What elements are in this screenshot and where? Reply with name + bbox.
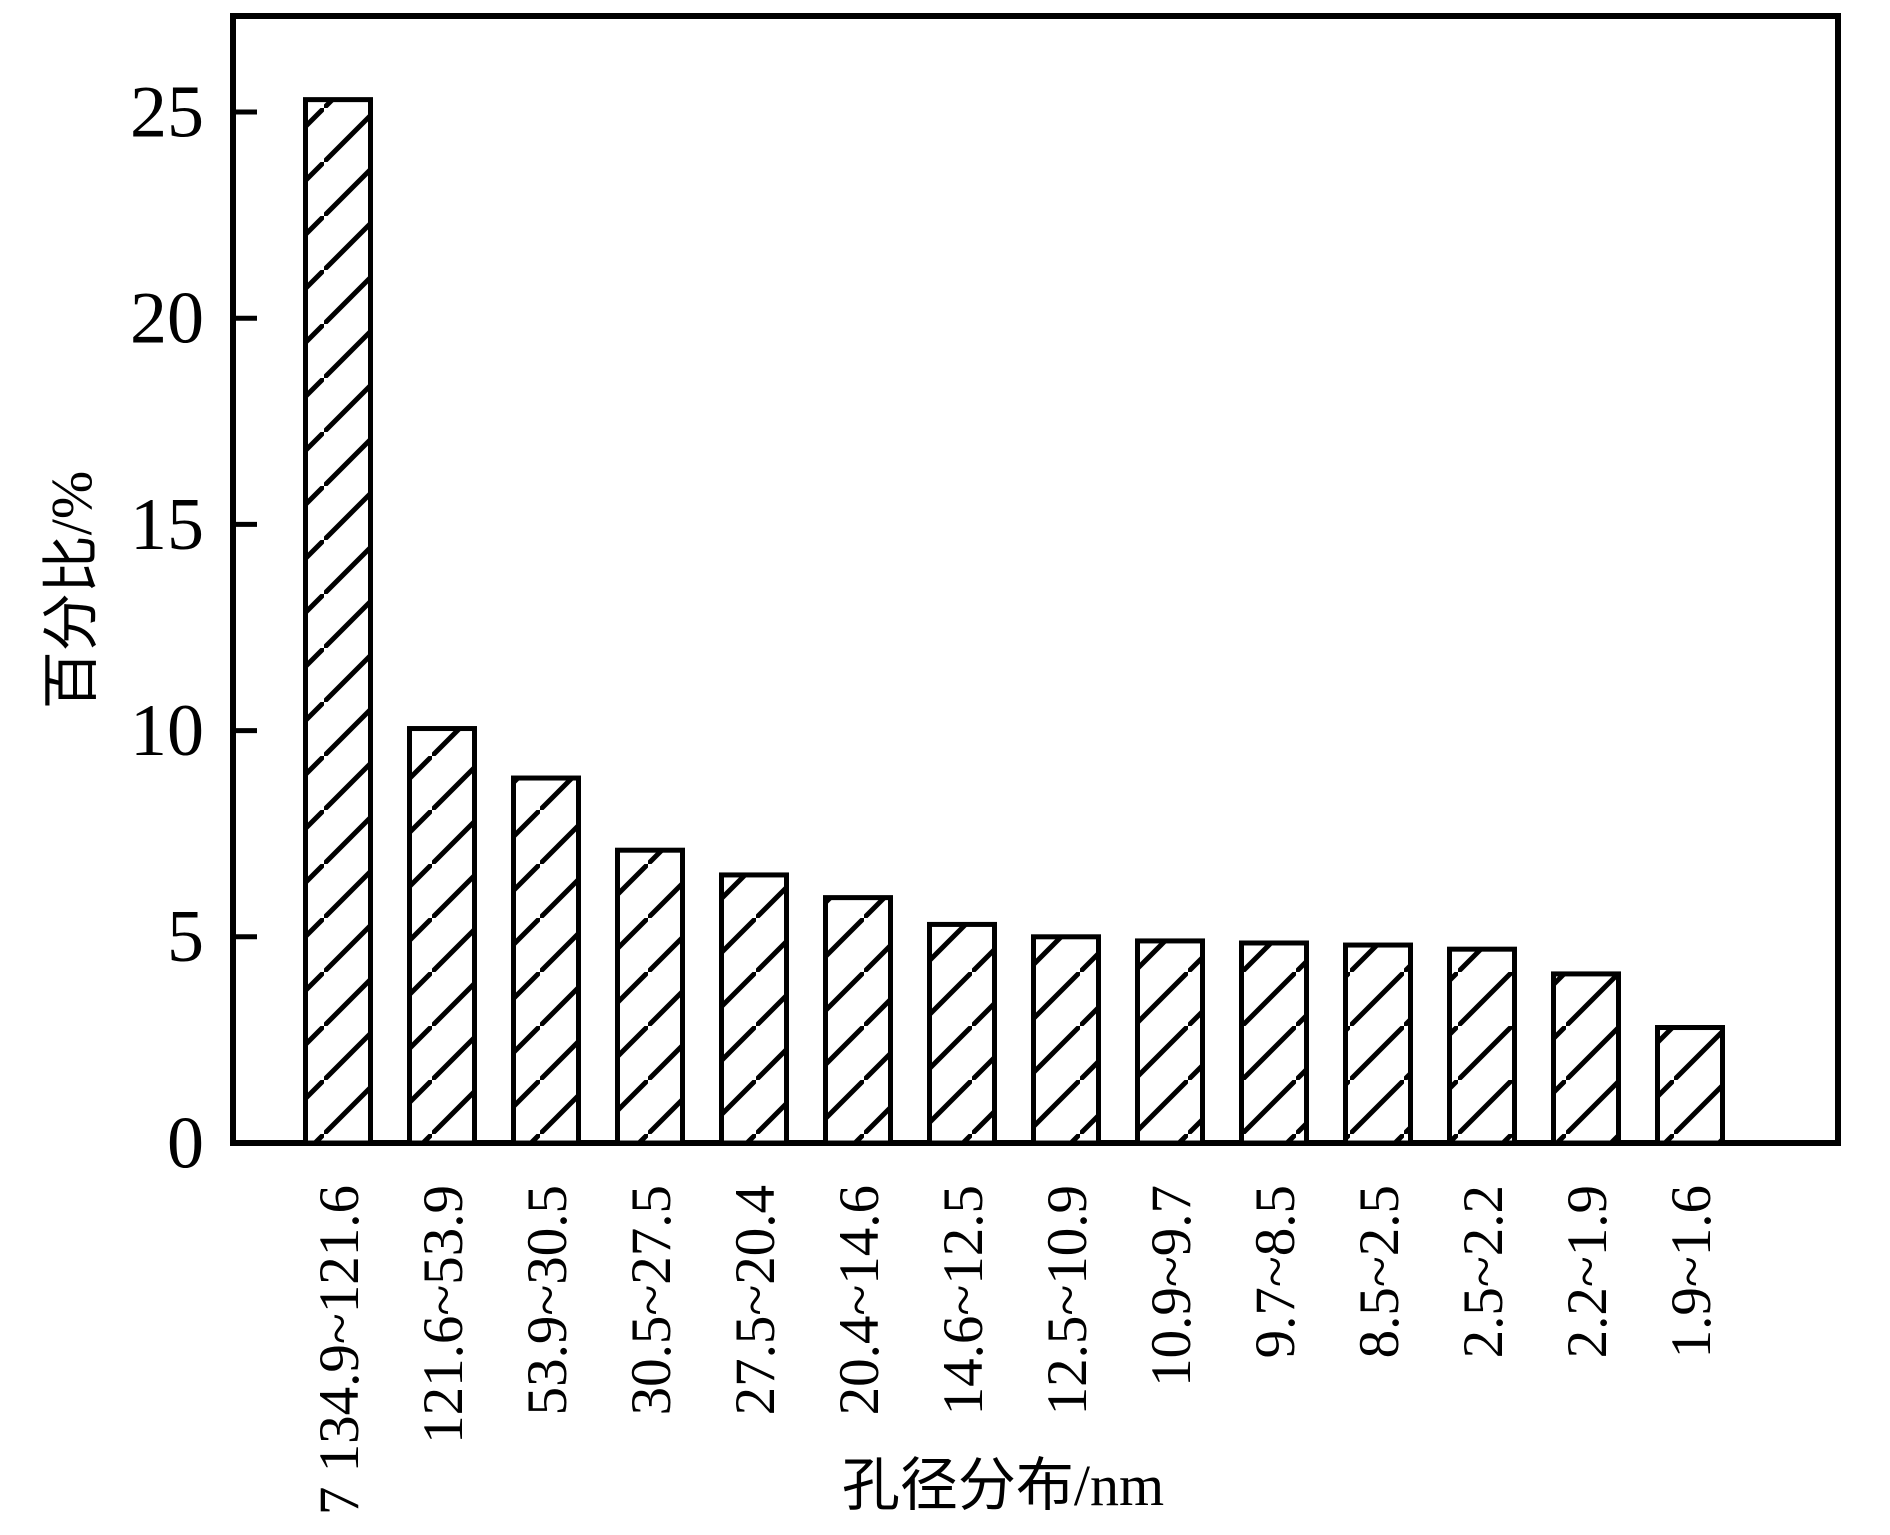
y-axis-tick-labels: 0 5 10 15 20 25 — [130, 71, 204, 1184]
bar — [303, 97, 373, 1146]
y-tick-label: 25 — [130, 71, 204, 153]
x-tick-label: 2.2~1.9 — [1556, 1185, 1619, 1358]
x-tick-label: 12.5~10.9 — [1036, 1185, 1099, 1415]
bar — [1135, 938, 1205, 1146]
x-tick-label: 30.5~27.5 — [620, 1185, 683, 1415]
bar — [927, 921, 997, 1146]
x-axis-title: 孔径分布/nm — [842, 1453, 1164, 1518]
x-tick-label: 8.5~2.5 — [1348, 1185, 1411, 1358]
bar — [511, 775, 581, 1146]
x-tick-label: 2.5~2.2 — [1452, 1185, 1515, 1358]
bar — [1447, 946, 1517, 1146]
x-tick-label: 53.9~30.5 — [516, 1185, 579, 1415]
x-tick-label: 1.9~1.6 — [1660, 1185, 1723, 1358]
bar — [615, 847, 685, 1146]
x-tick-label: 27.5~20.4 — [724, 1185, 787, 1415]
y-axis-title: 百分比/% — [39, 471, 104, 709]
x-tick-label: 20.4~14.6 — [828, 1185, 891, 1415]
bar — [1031, 934, 1101, 1146]
bar — [719, 872, 789, 1146]
y-tick-label: 0 — [167, 1102, 204, 1184]
x-tick-label: 7 134.9~121.6 — [308, 1185, 371, 1515]
bar — [823, 895, 893, 1146]
bar-series — [303, 97, 1725, 1146]
x-tick-label: 14.6~12.5 — [932, 1185, 995, 1415]
y-tick-label: 10 — [130, 690, 204, 772]
bar — [407, 726, 477, 1146]
bar — [1239, 940, 1309, 1146]
bar — [1551, 971, 1621, 1146]
bar — [1655, 1025, 1725, 1146]
x-tick-label: 121.6~53.9 — [412, 1185, 475, 1444]
y-tick-label: 5 — [167, 896, 204, 978]
x-axis-tick-labels: 7 134.9~121.6 121.6~53.9 53.9~30.5 30.5~27.… — [308, 1185, 1723, 1515]
x-tick-label: 10.9~9.7 — [1140, 1185, 1203, 1387]
y-tick-label: 20 — [130, 278, 204, 360]
y-axis-ticks — [233, 109, 257, 940]
x-tick-label: 9.7~8.5 — [1244, 1185, 1307, 1358]
bar — [1343, 942, 1413, 1146]
y-tick-label: 15 — [130, 484, 204, 566]
